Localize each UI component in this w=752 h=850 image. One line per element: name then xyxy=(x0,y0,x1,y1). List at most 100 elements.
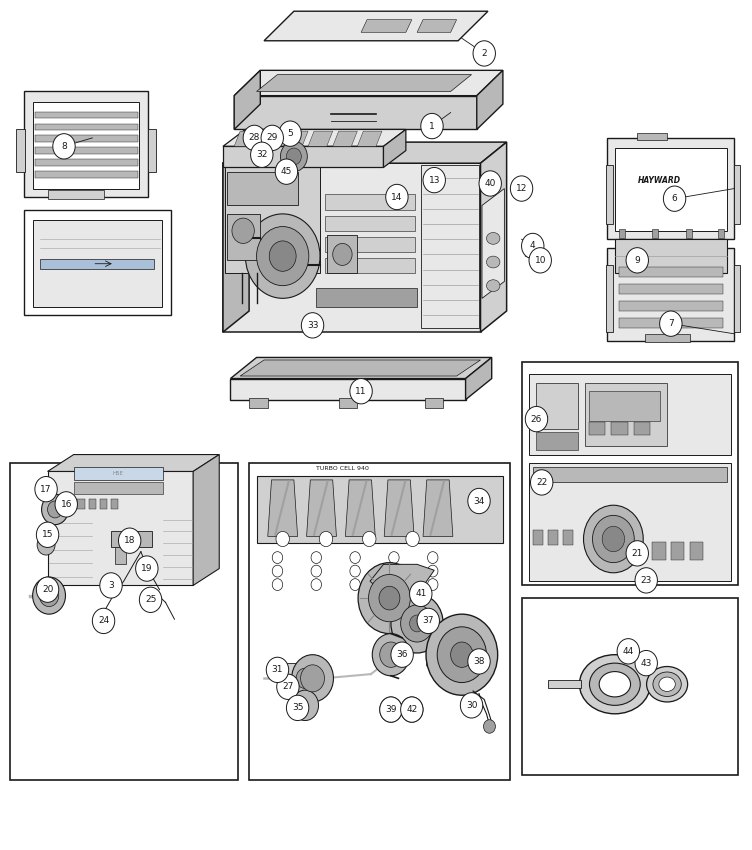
Polygon shape xyxy=(240,360,481,376)
Polygon shape xyxy=(370,564,434,598)
Bar xyxy=(35,111,138,118)
Circle shape xyxy=(389,552,399,564)
Text: 11: 11 xyxy=(356,387,367,396)
Bar xyxy=(718,230,724,237)
Polygon shape xyxy=(230,358,492,378)
Text: 37: 37 xyxy=(423,616,434,626)
Circle shape xyxy=(391,594,443,653)
Ellipse shape xyxy=(647,666,687,702)
Polygon shape xyxy=(225,165,320,273)
Circle shape xyxy=(379,586,400,610)
Circle shape xyxy=(529,247,551,273)
Text: 41: 41 xyxy=(415,589,426,598)
Text: 15: 15 xyxy=(42,530,53,539)
Text: 33: 33 xyxy=(307,320,318,330)
Polygon shape xyxy=(115,547,126,564)
Bar xyxy=(74,483,163,494)
Circle shape xyxy=(635,650,657,676)
Bar xyxy=(47,190,104,199)
Circle shape xyxy=(479,171,502,196)
Circle shape xyxy=(36,577,59,603)
Circle shape xyxy=(279,121,302,146)
Bar xyxy=(317,288,417,307)
Circle shape xyxy=(277,674,299,700)
Text: H5E: H5E xyxy=(113,472,124,477)
Polygon shape xyxy=(615,148,727,231)
Text: 4: 4 xyxy=(530,241,535,251)
Polygon shape xyxy=(608,247,734,341)
Circle shape xyxy=(460,693,483,718)
Circle shape xyxy=(36,522,59,547)
Polygon shape xyxy=(477,71,503,129)
Polygon shape xyxy=(223,142,507,163)
Circle shape xyxy=(526,406,547,432)
Circle shape xyxy=(332,243,352,265)
Bar xyxy=(652,230,658,237)
Circle shape xyxy=(421,113,443,139)
Text: 24: 24 xyxy=(98,616,109,626)
Bar xyxy=(734,165,740,224)
Bar xyxy=(648,680,682,688)
Circle shape xyxy=(287,148,302,165)
Polygon shape xyxy=(234,131,259,146)
Ellipse shape xyxy=(487,232,500,244)
Bar xyxy=(326,258,415,273)
Text: 20: 20 xyxy=(42,585,53,594)
Circle shape xyxy=(35,477,57,501)
Bar xyxy=(326,236,415,252)
Polygon shape xyxy=(23,210,171,315)
Bar xyxy=(522,598,738,775)
Circle shape xyxy=(272,579,283,591)
Circle shape xyxy=(287,695,309,721)
Bar xyxy=(256,476,503,543)
Bar xyxy=(686,230,692,237)
Text: 14: 14 xyxy=(391,192,402,201)
Bar xyxy=(644,334,690,343)
Bar xyxy=(532,530,543,545)
Polygon shape xyxy=(234,96,477,129)
Bar xyxy=(562,530,573,545)
Circle shape xyxy=(266,657,289,683)
Circle shape xyxy=(423,167,445,193)
Polygon shape xyxy=(481,142,507,332)
Bar xyxy=(529,374,730,455)
Bar xyxy=(547,530,558,545)
Text: 6: 6 xyxy=(672,194,678,203)
Bar xyxy=(74,468,163,480)
Circle shape xyxy=(380,697,402,722)
Bar xyxy=(619,284,723,294)
Polygon shape xyxy=(47,455,220,472)
Bar xyxy=(585,382,667,446)
Polygon shape xyxy=(307,480,336,536)
Text: 32: 32 xyxy=(256,150,268,159)
Circle shape xyxy=(100,573,123,598)
Bar xyxy=(619,318,723,328)
Polygon shape xyxy=(284,131,308,146)
Text: 9: 9 xyxy=(635,256,640,265)
Bar xyxy=(425,398,443,408)
Text: 39: 39 xyxy=(385,706,396,714)
Circle shape xyxy=(362,531,376,547)
Circle shape xyxy=(626,541,648,566)
Text: 36: 36 xyxy=(396,650,408,660)
Text: 38: 38 xyxy=(473,657,485,666)
Polygon shape xyxy=(47,472,193,586)
Circle shape xyxy=(663,186,686,212)
Polygon shape xyxy=(384,480,414,536)
Bar xyxy=(619,301,723,311)
Text: 13: 13 xyxy=(429,176,440,184)
Circle shape xyxy=(401,697,423,722)
Bar xyxy=(652,541,666,560)
Polygon shape xyxy=(357,131,382,146)
Circle shape xyxy=(368,575,411,621)
Circle shape xyxy=(511,176,532,201)
Bar xyxy=(111,499,119,509)
Circle shape xyxy=(626,247,648,273)
Bar xyxy=(40,258,153,269)
Circle shape xyxy=(311,552,322,564)
Circle shape xyxy=(261,125,284,150)
Circle shape xyxy=(450,642,473,667)
Text: 43: 43 xyxy=(641,659,652,667)
Ellipse shape xyxy=(487,280,500,292)
Circle shape xyxy=(593,515,634,563)
